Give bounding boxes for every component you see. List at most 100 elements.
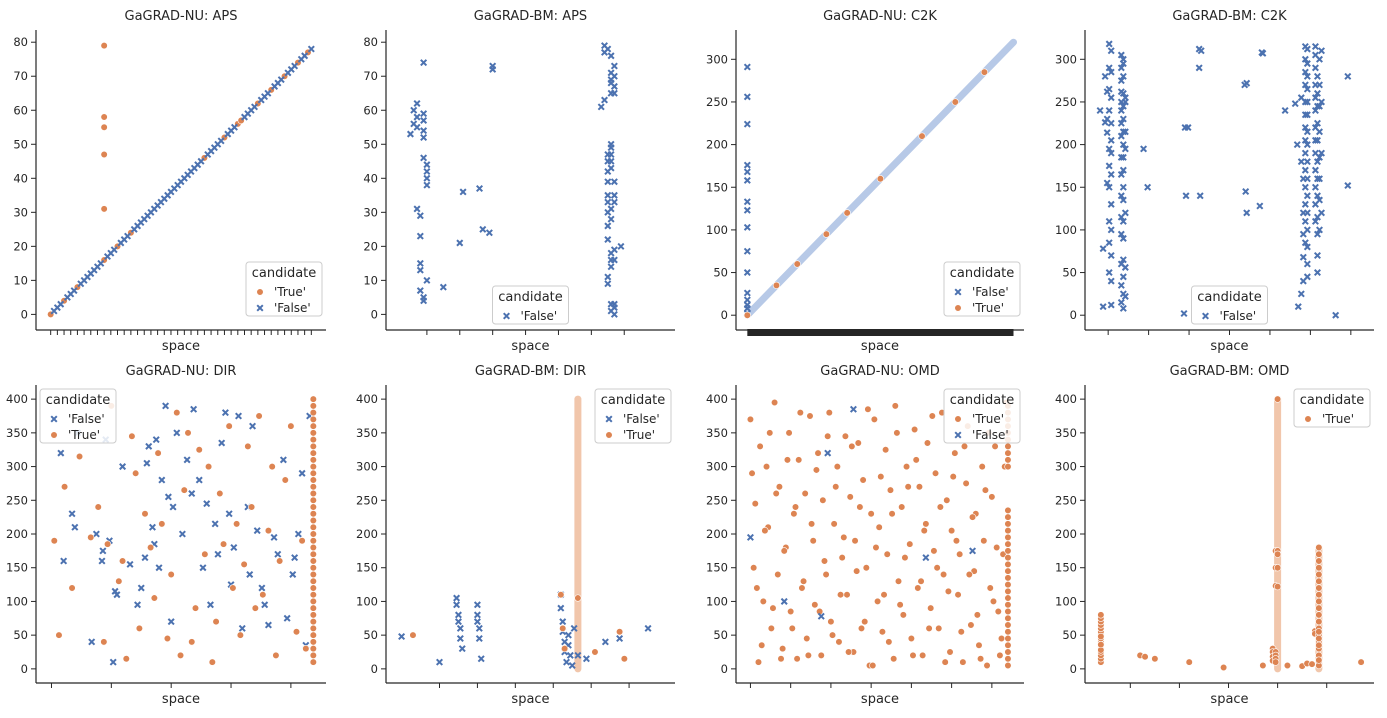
data-point-true xyxy=(1004,554,1012,562)
data-point-true xyxy=(87,533,95,541)
legend-marker-false xyxy=(256,304,264,312)
data-point-true xyxy=(936,503,944,511)
data-point-false xyxy=(1315,175,1323,183)
y-tick-label: 200 xyxy=(1055,138,1077,152)
data-point-false xyxy=(1121,98,1129,106)
data-point-true xyxy=(996,651,1004,659)
data-point-true xyxy=(1185,658,1193,666)
data-point-true xyxy=(1315,564,1323,572)
y-tick-label: 400 xyxy=(6,392,28,406)
data-point-true xyxy=(951,449,959,457)
data-point-false xyxy=(1315,226,1323,234)
data-point-true xyxy=(94,503,102,511)
data-point-true xyxy=(914,584,922,592)
data-point-false xyxy=(610,82,618,90)
data-point-true xyxy=(309,449,317,457)
data-point-true xyxy=(135,624,143,633)
data-point-false xyxy=(607,157,615,165)
data-point-true xyxy=(775,483,784,491)
y-tick-label: 200 xyxy=(706,527,728,541)
data-point-true xyxy=(118,557,127,565)
x-axis-label: space xyxy=(511,339,549,354)
data-point-true xyxy=(188,638,196,646)
data-point-false xyxy=(1301,55,1309,63)
data-point-false xyxy=(473,601,481,609)
y-tick-label: 70 xyxy=(13,69,28,83)
data-point-true xyxy=(893,429,901,437)
data-point-true xyxy=(848,442,856,450)
data-point-true xyxy=(853,567,861,575)
data-point-false xyxy=(413,99,421,107)
data-point-true xyxy=(309,523,317,531)
data-point-false xyxy=(1259,49,1267,57)
legend-marker-false xyxy=(605,415,613,423)
data-point-true xyxy=(158,520,166,528)
data-point-true xyxy=(954,591,962,599)
data-point-true xyxy=(561,645,569,653)
data-point-false xyxy=(1119,256,1127,264)
data-point-true xyxy=(574,594,582,602)
data-point-false xyxy=(473,618,481,626)
y-tick-label: 50 xyxy=(13,137,28,151)
data-point-true xyxy=(1004,547,1012,555)
data-point-true xyxy=(991,442,999,450)
data-point-true xyxy=(141,510,149,518)
data-point-true xyxy=(909,651,917,659)
data-point-false xyxy=(743,296,751,304)
data-point-false xyxy=(164,493,172,501)
data-point-false xyxy=(423,174,431,182)
data-point-true xyxy=(983,661,991,670)
data-point-false xyxy=(99,547,107,555)
legend-box xyxy=(245,261,323,317)
data-point-true xyxy=(772,281,781,289)
data-point-true xyxy=(877,473,885,481)
y-tick-label: 0 xyxy=(1070,662,1077,676)
legend-box xyxy=(594,388,672,444)
data-point-true xyxy=(1004,628,1012,636)
data-point-true xyxy=(100,205,108,213)
data-point-true xyxy=(878,628,887,636)
data-point-false xyxy=(190,405,198,413)
data-point-false xyxy=(574,651,582,659)
subplot-5: GaGRAD-NU: DIR 0 50 100 150 200 250 300 350 400 sp… xyxy=(6,364,326,707)
data-point-false xyxy=(413,205,421,213)
data-point-false xyxy=(1313,230,1321,238)
data-point-false xyxy=(563,658,571,666)
data-point-false xyxy=(71,523,79,531)
data-point-false xyxy=(564,631,572,639)
data-point-false xyxy=(1303,260,1311,268)
data-point-false xyxy=(1182,192,1190,200)
data-point-false xyxy=(1313,251,1321,260)
data-point-false xyxy=(610,310,618,318)
data-point-true xyxy=(620,655,628,663)
data-point-false xyxy=(743,63,751,71)
data-point-false xyxy=(1315,196,1323,204)
legend-marker-true xyxy=(954,415,962,423)
data-point-true xyxy=(838,554,846,562)
data-point-true xyxy=(591,648,599,656)
data-point-true xyxy=(754,658,763,666)
data-point-false xyxy=(1105,217,1113,225)
data-point-false xyxy=(610,178,618,186)
data-point-true xyxy=(1004,648,1012,656)
data-point-true xyxy=(272,651,280,659)
data-point-true xyxy=(886,486,895,494)
data-point-false xyxy=(188,490,196,498)
y-tick-label: 0 xyxy=(21,662,28,676)
legend-box xyxy=(943,388,1021,444)
data-point-false xyxy=(817,612,825,620)
data-point-false xyxy=(582,655,590,663)
data-point-true xyxy=(904,483,912,491)
data-point-true xyxy=(769,604,777,612)
data-point-true xyxy=(1004,614,1012,622)
legend-marker-false xyxy=(50,415,58,423)
data-point-true xyxy=(309,476,317,484)
data-point-false xyxy=(607,52,615,60)
subplot-title: GaGRAD-NU: APS xyxy=(125,9,238,24)
data-point-false xyxy=(607,215,615,223)
data-point-true xyxy=(100,42,108,50)
data-point-false xyxy=(57,449,65,457)
data-point-false xyxy=(743,176,751,184)
data-point-false xyxy=(1301,200,1309,208)
data-point-true xyxy=(55,631,63,639)
